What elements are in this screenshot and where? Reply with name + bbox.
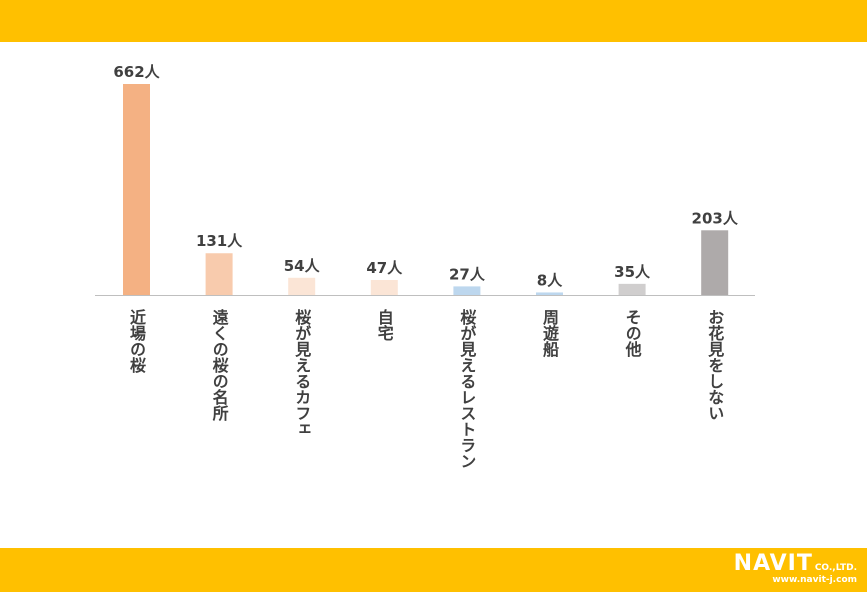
top-band xyxy=(0,0,867,42)
data-label-2: 54人 xyxy=(284,257,321,275)
category-label-6: その他 xyxy=(623,309,643,358)
bottom-band xyxy=(0,548,867,592)
logo-text: NAVIT xyxy=(733,551,813,576)
logo-suffix: CO.,LTD. xyxy=(814,563,857,573)
category-label-0: 近場の桜 xyxy=(127,308,146,374)
bar-4 xyxy=(453,286,481,295)
category-label-5: 周遊船 xyxy=(540,309,559,358)
bar-6 xyxy=(618,283,646,295)
logo-url: www.navit-j.com xyxy=(772,575,857,585)
data-label-3: 47人 xyxy=(366,259,403,277)
data-label-7: 203人 xyxy=(692,209,739,227)
data-label-0: 662人 xyxy=(113,63,160,81)
category-label-3: 自宅 xyxy=(375,308,394,341)
category-label-7: お花見をしない xyxy=(705,309,725,421)
category-label-2: 桜が見えるカフェ xyxy=(292,308,312,437)
bar-7 xyxy=(701,230,729,295)
data-label-4: 27人 xyxy=(449,265,486,283)
bar-5 xyxy=(536,292,563,295)
bar-3 xyxy=(370,280,398,295)
data-label-6: 35人 xyxy=(614,263,651,281)
bar-2 xyxy=(288,277,316,295)
category-label-4: 桜が見えるレストラン xyxy=(457,308,477,469)
bar-1 xyxy=(205,253,233,295)
navit-logo: NAVIT CO.,LTD. www.navit-j.com xyxy=(734,553,857,585)
data-label-1: 131人 xyxy=(196,232,243,250)
category-label-1: 遠くの桜の名所 xyxy=(210,308,229,422)
bar-0 xyxy=(123,84,150,295)
data-label-5: 8人 xyxy=(537,271,563,289)
